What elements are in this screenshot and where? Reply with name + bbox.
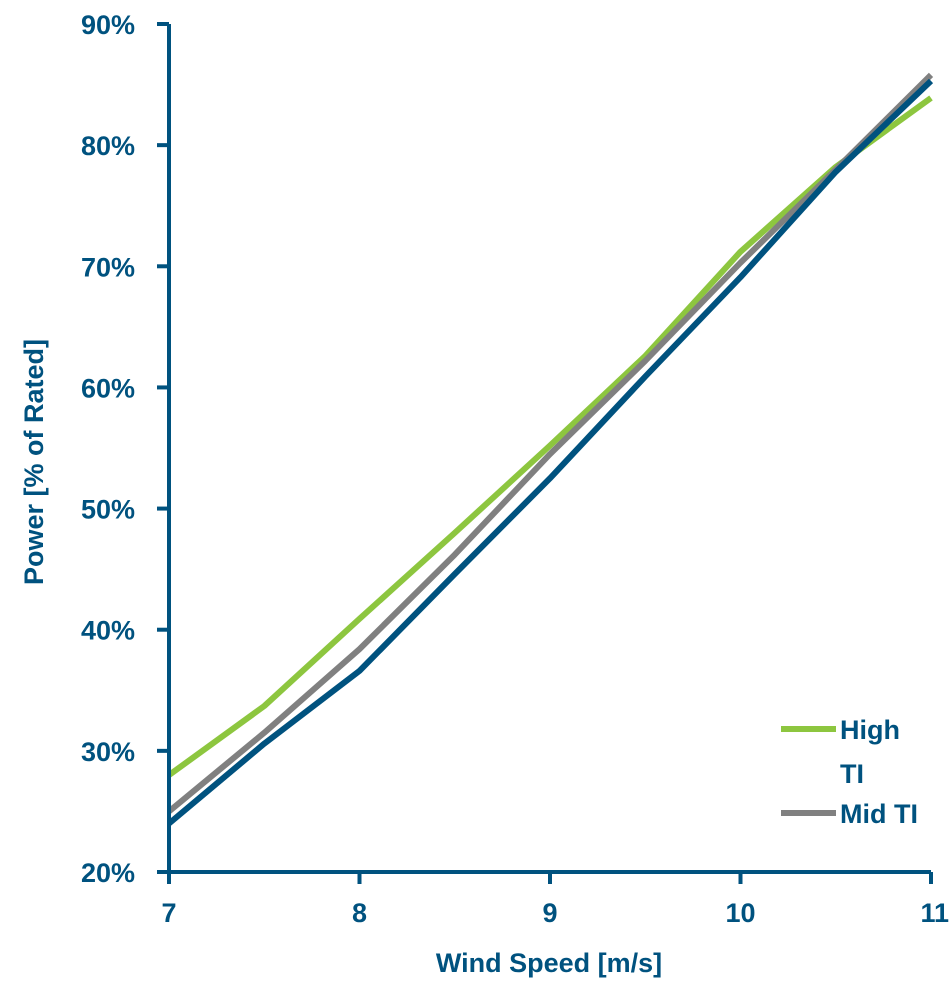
series-lines bbox=[167, 72, 934, 826]
y-tick-label: 30% bbox=[81, 737, 135, 767]
y-tick-label: 90% bbox=[81, 10, 135, 40]
legend: High TI Mid TI bbox=[781, 715, 918, 829]
y-tick-label: 20% bbox=[81, 858, 135, 888]
y-tick-label: 70% bbox=[81, 252, 135, 282]
series-line-1 bbox=[167, 95, 933, 778]
y-tick-label: 40% bbox=[81, 616, 135, 646]
y-axis: 20% 30% 40% 50% 60% 70% 80% 90% bbox=[81, 10, 171, 888]
series-line-2 bbox=[167, 72, 934, 814]
series-line-3 bbox=[167, 78, 934, 826]
legend-label-1: TI bbox=[840, 759, 864, 789]
x-axis: 7 8 9 10 11 bbox=[157, 870, 949, 928]
legend-label-1: High bbox=[840, 715, 900, 745]
x-tick-label: 9 bbox=[542, 898, 557, 928]
x-tick-label: 10 bbox=[725, 898, 755, 928]
y-tick-label: 60% bbox=[81, 373, 135, 403]
x-tick-label: 8 bbox=[352, 898, 367, 928]
y-tick-label: 80% bbox=[81, 131, 135, 161]
x-tick-label: 11 bbox=[920, 898, 949, 928]
x-axis-title: Wind Speed [m/s] bbox=[436, 948, 662, 978]
y-axis-title: Power [% of Rated] bbox=[19, 339, 49, 585]
legend-label-2: Mid TI bbox=[840, 799, 918, 829]
x-tick-label: 7 bbox=[161, 898, 176, 928]
y-tick-label: 50% bbox=[81, 495, 135, 525]
